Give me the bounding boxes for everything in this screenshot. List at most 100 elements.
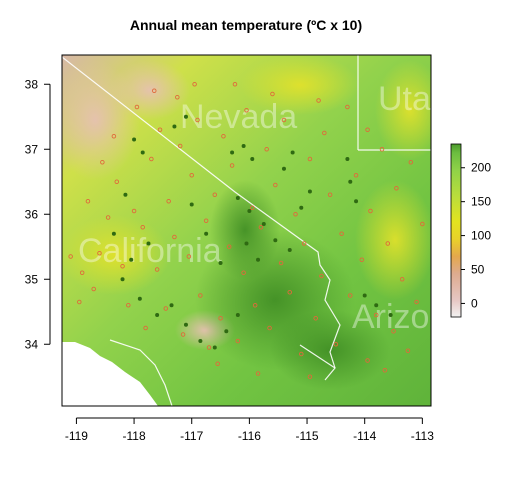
station-point-filled xyxy=(132,137,137,142)
station-point-open xyxy=(379,146,385,152)
map-raster: California Nevada Utah Arizona xyxy=(62,55,431,406)
station-point-filled xyxy=(281,166,286,171)
station-point-open xyxy=(333,342,339,347)
station-point-open xyxy=(85,198,91,204)
station-point-filled xyxy=(146,241,151,246)
station-point-filled xyxy=(137,296,142,301)
station-point-open xyxy=(149,156,154,162)
station-point-filled xyxy=(224,329,229,334)
station-point-open xyxy=(151,88,157,93)
station-point-filled xyxy=(345,157,350,161)
station-point-open xyxy=(368,208,373,214)
station-point-open xyxy=(327,192,333,197)
map-label-california: California xyxy=(78,232,222,270)
colorbar-tick-label: 100 xyxy=(471,229,491,243)
station-point-open xyxy=(394,185,399,191)
x-tick-label: -119 xyxy=(65,429,88,443)
y-tick-label: 38 xyxy=(25,77,39,91)
station-point-open xyxy=(229,163,235,168)
station-point-open xyxy=(97,250,102,256)
y-tick-label: 36 xyxy=(25,207,39,221)
station-point-filled xyxy=(169,303,174,308)
station-point-filled xyxy=(189,202,194,207)
station-point-open xyxy=(140,224,145,230)
station-point-open xyxy=(307,156,313,162)
station-point-open xyxy=(68,254,73,259)
station-point-open xyxy=(348,293,353,298)
station-point-open xyxy=(120,264,125,269)
station-point-open xyxy=(134,104,140,110)
x-axis: -119 -118 -117 -116 -115 -114 -113 xyxy=(65,417,434,443)
station-point-open xyxy=(414,299,419,305)
station-point-open xyxy=(77,299,82,305)
station-point-filled xyxy=(235,313,240,317)
station-point-open xyxy=(293,211,298,217)
station-point-open xyxy=(281,117,287,123)
plot-frame xyxy=(61,54,432,407)
station-point-open xyxy=(186,254,192,259)
x-tick-label: -117 xyxy=(180,429,203,443)
station-point-open xyxy=(278,260,284,266)
station-point-open xyxy=(365,127,370,132)
station-point-open xyxy=(255,371,261,376)
colorbar-tick-label: 200 xyxy=(471,161,491,175)
station-point-open xyxy=(143,325,148,331)
station-point-open xyxy=(353,172,359,178)
station-point-open xyxy=(382,368,388,373)
station-point-open xyxy=(177,143,183,149)
station-point-filled xyxy=(261,222,266,226)
station-point-filled xyxy=(307,189,312,194)
station-point-open xyxy=(385,241,391,246)
station-point-filled xyxy=(183,114,188,119)
y-axis: 34 35 36 37 38 xyxy=(25,77,51,351)
station-point-filled xyxy=(374,303,379,308)
map-label-nevada: Nevada xyxy=(180,98,297,136)
station-point-open xyxy=(180,332,186,337)
station-point-open xyxy=(126,303,131,308)
station-point-open xyxy=(399,277,405,282)
x-tick-label: -115 xyxy=(295,429,318,443)
station-point-filled xyxy=(111,231,116,236)
station-point-filled xyxy=(250,157,255,161)
station-point-open xyxy=(307,374,313,380)
station-point-open xyxy=(100,159,105,165)
station-point-open xyxy=(313,316,318,321)
x-tick-label: -118 xyxy=(123,429,146,443)
station-point-open xyxy=(299,351,304,357)
x-tick-label: -113 xyxy=(411,429,434,443)
station-point-open xyxy=(339,231,344,236)
station-point-filled xyxy=(354,199,359,204)
station-point-open xyxy=(111,133,117,139)
station-point-open xyxy=(345,104,350,110)
station-point-filled xyxy=(256,257,261,262)
station-point-open xyxy=(359,257,365,263)
station-point-open xyxy=(163,306,169,311)
station-point-filled xyxy=(120,277,125,282)
station-point-filled xyxy=(348,179,353,184)
station-point-open xyxy=(157,127,163,132)
station-point-open xyxy=(250,205,255,210)
station-point-filled xyxy=(299,205,304,210)
station-point-open xyxy=(189,172,194,178)
station-point-open xyxy=(221,133,226,139)
station-point-open xyxy=(131,208,137,214)
station-point-open xyxy=(391,329,396,334)
station-point-filled xyxy=(212,345,217,350)
station-point-filled xyxy=(388,313,393,317)
station-point-open xyxy=(264,146,269,152)
station-point-open xyxy=(203,218,209,223)
station-point-open xyxy=(105,215,111,220)
station-point-filled xyxy=(218,261,223,265)
station-point-open xyxy=(166,198,171,204)
station-point-open xyxy=(420,221,425,227)
station-point-open xyxy=(258,224,264,230)
station-point-open xyxy=(322,130,327,136)
station-point-open xyxy=(365,358,370,363)
station-point-filled xyxy=(244,241,249,246)
station-point-filled xyxy=(290,150,295,155)
station-point-filled xyxy=(198,339,203,343)
station-point-open xyxy=(319,273,324,279)
station-point-open xyxy=(270,91,275,97)
station-point-open xyxy=(244,107,249,113)
